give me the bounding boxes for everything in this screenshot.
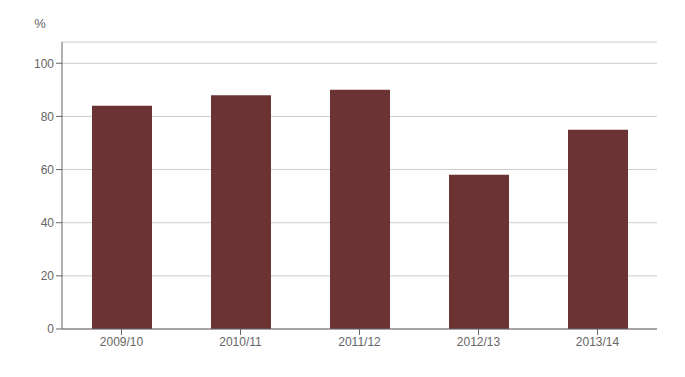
svg-text:2011/12: 2011/12 — [338, 335, 381, 349]
svg-text:80: 80 — [41, 110, 55, 124]
svg-text:2013/14: 2013/14 — [576, 335, 620, 349]
svg-text:2010/11: 2010/11 — [219, 335, 262, 349]
svg-text:%: % — [34, 16, 46, 31]
svg-text:2012/13: 2012/13 — [457, 335, 501, 349]
svg-text:100: 100 — [34, 57, 54, 71]
svg-text:20: 20 — [41, 269, 55, 283]
svg-text:60: 60 — [41, 163, 55, 177]
svg-text:0: 0 — [47, 322, 54, 336]
svg-text:2009/10: 2009/10 — [100, 335, 144, 349]
svg-text:40: 40 — [41, 216, 55, 230]
